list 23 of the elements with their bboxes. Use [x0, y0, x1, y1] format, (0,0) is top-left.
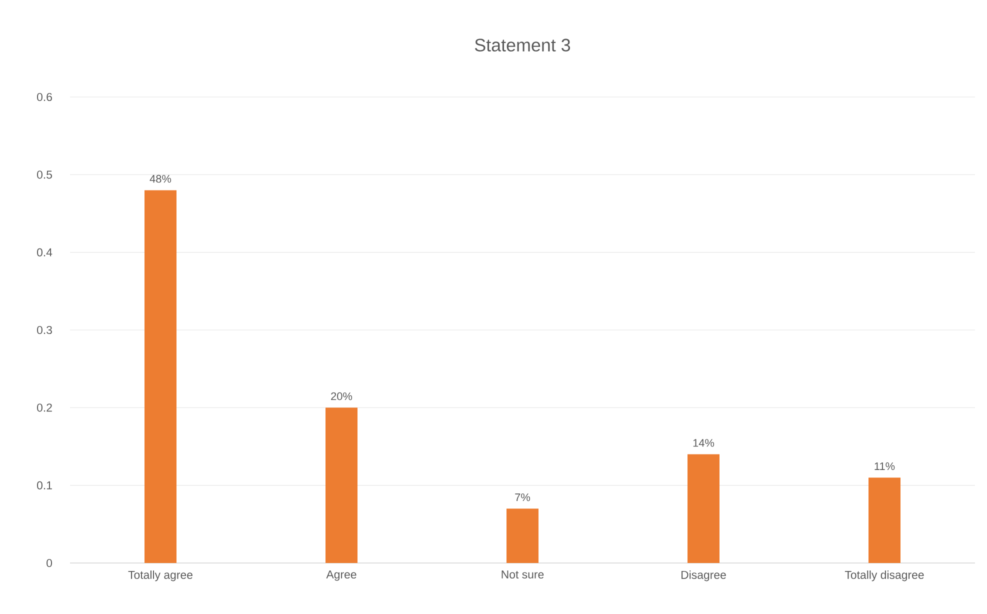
bar	[868, 478, 901, 563]
x-tick-label: Totally disagree	[844, 570, 924, 582]
bar	[144, 190, 176, 563]
data-label: 48%	[150, 174, 172, 183]
y-tick-label: 0.1	[37, 481, 52, 490]
x-tick-label: Disagree	[682, 570, 726, 582]
data-label: 11%	[874, 462, 895, 470]
x-tick-label: Totally agree	[128, 570, 192, 582]
bar	[688, 454, 720, 563]
y-tick-label: 0.5	[37, 170, 52, 179]
x-tick-label: Not sure	[502, 570, 544, 579]
y-tick-label: 0.3	[37, 326, 52, 334]
y-tick-label: 0.6	[37, 92, 52, 102]
data-label: 20%	[331, 392, 352, 400]
y-tick-label: 0.2	[37, 404, 52, 412]
x-tick-label: Agree	[326, 570, 356, 581]
chart-title: Statement 3	[474, 38, 570, 52]
data-label: 14%	[693, 439, 714, 447]
bar	[326, 408, 358, 563]
data-label: 7%	[515, 493, 530, 502]
y-tick-label: 0.4	[37, 248, 52, 256]
bar	[506, 508, 539, 563]
y-tick-label: 0	[46, 558, 52, 568]
